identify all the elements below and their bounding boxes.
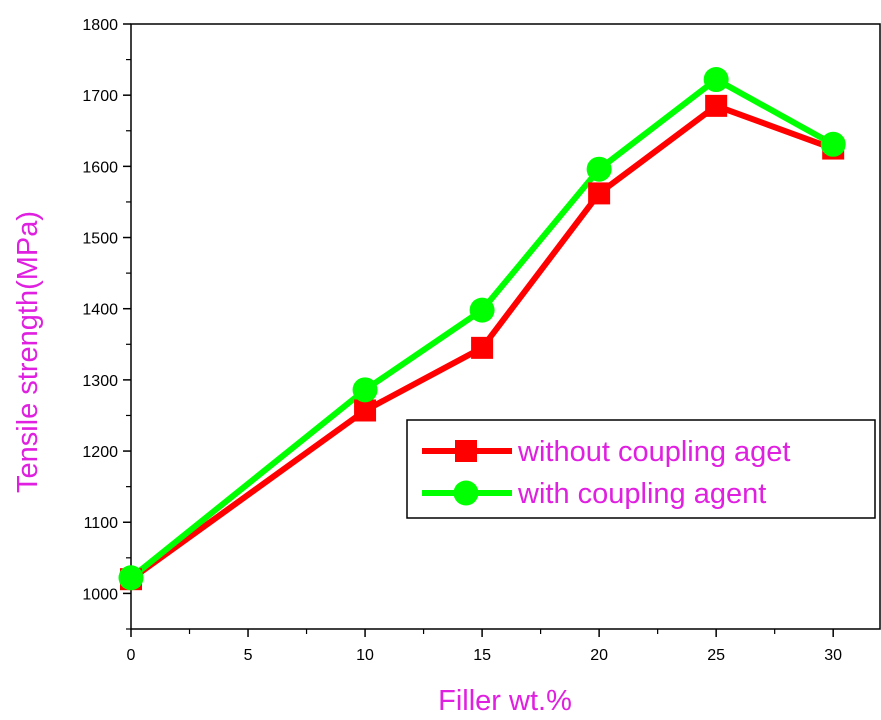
y-tick-label: 1800	[82, 17, 118, 34]
y-axis: 1000 1100 1200 1300 1400 1500 1600 1700 1800	[82, 17, 131, 630]
legend-box	[406, 419, 876, 519]
legend: without coupling aget with coupling agent	[406, 419, 876, 519]
legend-marker-1	[455, 440, 477, 462]
x-tick-label: 15	[473, 647, 491, 664]
y-tick-label: 1400	[82, 302, 118, 319]
data-point-series-2	[352, 377, 378, 403]
x-axis: 0 5 10 15 20 25 30	[127, 629, 842, 664]
legend-label-2: with coupling agent	[517, 478, 766, 510]
y-tick-label: 1600	[82, 159, 118, 176]
x-tick-label: 30	[824, 647, 842, 664]
legend-marker-2	[453, 480, 479, 506]
data-point-series-2	[820, 131, 846, 157]
data-point-series-1	[588, 182, 611, 205]
series-line-1	[129, 102, 835, 582]
x-tick-label: 10	[356, 647, 374, 664]
x-tick-label: 5	[244, 647, 253, 664]
legend-label-1: without coupling aget	[517, 436, 790, 468]
x-tick-label: 25	[707, 647, 725, 664]
data-point-series-1	[471, 336, 494, 359]
data-point-series-2	[703, 67, 729, 93]
y-tick-label: 1700	[82, 88, 118, 105]
data-point-series-1	[705, 94, 728, 117]
x-axis-title: Filler wt.%	[438, 685, 572, 717]
x-tick-label: 0	[127, 647, 136, 664]
y-tick-label: 1000	[82, 586, 118, 603]
y-tick-label: 1500	[82, 231, 118, 248]
y-tick-label: 1200	[82, 444, 118, 461]
x-tick-label: 20	[590, 647, 608, 664]
y-tick-label: 1100	[84, 515, 119, 532]
series-lines	[129, 75, 835, 582]
data-point-series-2	[118, 565, 144, 591]
y-tick-label: 1300	[82, 373, 118, 390]
series-markers	[118, 67, 846, 591]
plot-area	[130, 23, 881, 630]
data-point-series-2	[469, 297, 495, 323]
y-axis-title: Tensile strength(MPa)	[12, 211, 44, 493]
data-point-series-2	[586, 156, 612, 182]
legend-entries: without coupling aget with coupling agent	[422, 436, 790, 510]
series-line-2	[129, 75, 835, 581]
data-point-series-1	[354, 399, 377, 422]
